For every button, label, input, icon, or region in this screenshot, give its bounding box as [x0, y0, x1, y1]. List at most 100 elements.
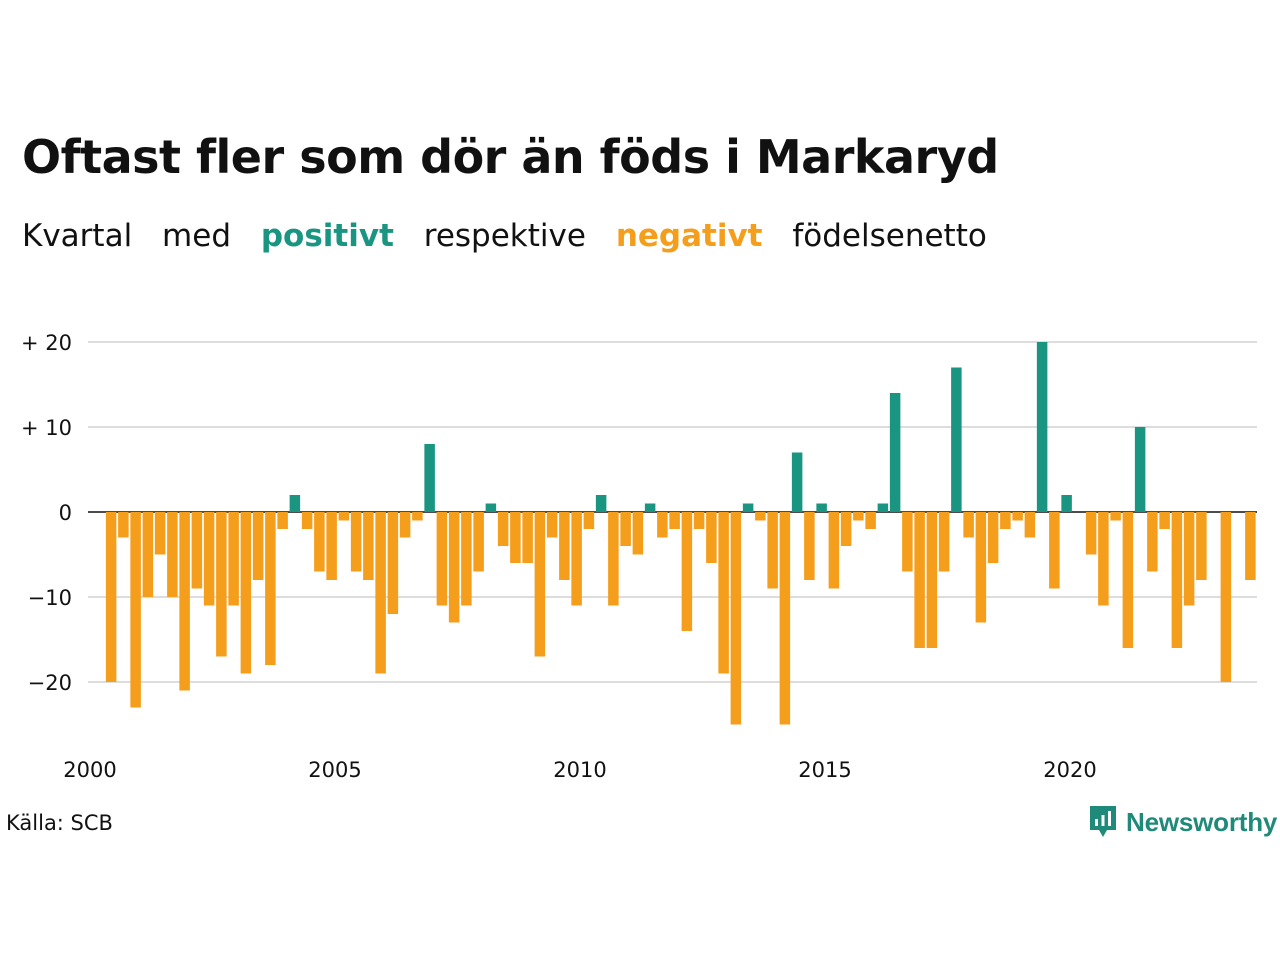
- bar-negative: [399, 512, 411, 538]
- bar-negative: [657, 512, 668, 538]
- x-tick-label: 2005: [308, 758, 361, 782]
- source-note: Källa: SCB: [6, 811, 113, 835]
- bar-negative: [987, 512, 999, 563]
- bar-negative: [669, 512, 680, 529]
- bar-negative: [1012, 512, 1023, 521]
- bar-negative: [926, 512, 938, 648]
- bar-negative: [853, 512, 864, 521]
- bar-negative: [497, 512, 509, 546]
- bar-negative: [1110, 512, 1121, 521]
- bar-negative: [154, 512, 166, 555]
- x-tick-label: 2015: [798, 758, 851, 782]
- y-tick-label: −20: [28, 671, 72, 695]
- bar-negative: [779, 512, 791, 725]
- bar-negative: [914, 512, 925, 648]
- subtitle-word-med: med: [162, 218, 231, 254]
- bar-negative: [755, 512, 766, 521]
- newsworthy-logo-icon: [1090, 806, 1116, 837]
- bar-negative: [1122, 512, 1134, 648]
- bar-negative: [118, 512, 129, 538]
- bar-negative: [179, 512, 190, 691]
- bar-negative: [840, 512, 852, 546]
- bar-negative: [1183, 512, 1195, 606]
- bar-negative: [473, 512, 484, 572]
- x-tick-label: 2020: [1043, 758, 1096, 782]
- bar-negative: [301, 512, 313, 529]
- bar-negative: [1159, 512, 1170, 529]
- bar-negative: [1000, 512, 1011, 529]
- bar-negative: [559, 512, 570, 580]
- bar-negative: [767, 512, 778, 589]
- chart-subtitle: Kvartal med positivt respektive negativt…: [22, 218, 1007, 254]
- bar-negative: [546, 512, 558, 538]
- subtitle-positive-label: positivt: [260, 218, 394, 254]
- bar-positive: [877, 503, 889, 512]
- bar-negative: [865, 512, 876, 529]
- bar-positive: [1134, 427, 1146, 512]
- bar-positive: [889, 393, 901, 512]
- bar-negative: [142, 512, 154, 597]
- bar-negative: [620, 512, 631, 546]
- bar-negative: [326, 512, 337, 580]
- bar-negative: [1024, 512, 1036, 538]
- bar-negative: [228, 512, 239, 606]
- bar-positive: [951, 367, 962, 512]
- bar-negative: [510, 512, 521, 563]
- bar-negative: [216, 512, 227, 657]
- bar-negative: [828, 512, 840, 589]
- subtitle-negative-label: negativt: [615, 218, 763, 254]
- y-tick-label: 0: [59, 501, 72, 525]
- bar-negative: [130, 512, 141, 708]
- bar-negative: [938, 512, 950, 572]
- chart-title: Oftast fler som dör än föds i Markaryd: [22, 130, 999, 184]
- bar-positive: [791, 452, 803, 512]
- bar-negative: [1245, 512, 1256, 580]
- bar-negative: [461, 512, 472, 606]
- bar-positive: [485, 503, 497, 512]
- bar-negative: [706, 512, 717, 563]
- bar-positive: [644, 503, 656, 512]
- bar-negative: [436, 512, 448, 606]
- bar-negative: [571, 512, 582, 606]
- bar-negative: [363, 512, 374, 580]
- bar-negative: [1147, 512, 1158, 572]
- bar-negative: [375, 512, 386, 674]
- bar-negative: [1196, 512, 1207, 580]
- bar-negative: [314, 512, 325, 572]
- bar-negative: [338, 512, 350, 521]
- bar-negative: [534, 512, 546, 657]
- bar-negative: [632, 512, 644, 555]
- bar-negative: [350, 512, 362, 572]
- bar-positive: [424, 444, 435, 512]
- subtitle-word-respektive: respektive: [423, 218, 586, 254]
- brand-name: Newsworthy: [1126, 806, 1278, 837]
- bar-negative: [265, 512, 276, 665]
- y-tick-label: −10: [28, 586, 72, 610]
- y-tick-label: + 20: [21, 331, 72, 355]
- bar-negative: [804, 512, 815, 580]
- bar-negative: [167, 512, 178, 597]
- subtitle-word-kvartal: Kvartal: [22, 218, 133, 254]
- bar-negative: [583, 512, 595, 529]
- bar-negative: [277, 512, 288, 529]
- bar-negative: [681, 512, 693, 631]
- bar-negative: [1098, 512, 1109, 606]
- bar-negative: [387, 512, 399, 614]
- bar-negative: [975, 512, 987, 623]
- subtitle-word-fodelsenetto: födelsenetto: [792, 218, 987, 254]
- bar-positive: [289, 495, 301, 512]
- bar-negative: [412, 512, 423, 521]
- bar-negative: [240, 512, 252, 674]
- bar-positive: [595, 495, 607, 512]
- bar-negative: [1049, 512, 1060, 589]
- y-tick-label: + 10: [21, 416, 72, 440]
- brand-logo: Newsworthy: [1088, 804, 1277, 840]
- bar-negative: [963, 512, 974, 538]
- bar-negative: [191, 512, 203, 589]
- bar-negative: [730, 512, 742, 725]
- x-tick-label: 2000: [63, 758, 116, 782]
- bar-negative: [448, 512, 460, 623]
- bar-positive: [1061, 495, 1072, 512]
- bar-positive: [1036, 342, 1048, 512]
